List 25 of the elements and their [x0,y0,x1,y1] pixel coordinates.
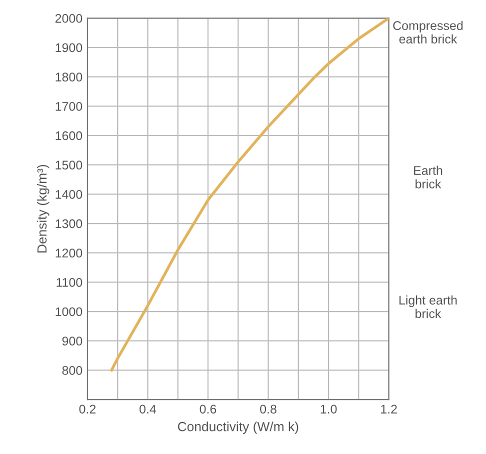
x-axis-title: Conductivity (W/m k) [178,422,298,434]
x-tick-label: 0.6 [200,404,216,414]
y-axis-title: Density (kg/m³) [36,164,50,252]
y-tick-label: 1600 [56,131,82,140]
x-tick-label: 1.2 [381,404,397,414]
line-series [110,18,389,372]
y-tick-label: 1400 [56,190,82,199]
y-tick-label: 1200 [56,248,82,258]
y-tick-label: 1100 [56,278,82,287]
y-tick-label: 800 [62,366,82,375]
x-tick-label: 0.8 [260,404,276,414]
text: Light earth brick [399,295,457,318]
y-tick-label: 2000 [55,14,82,23]
y-tick-label: 1300 [56,219,82,228]
x-tick-label: 0.4 [140,404,156,414]
y-tick-label: 1700 [56,102,82,111]
y-tick-label: 900 [62,336,82,346]
text: 1.0 [320,404,337,414]
text: Compressed earth brick [393,20,463,44]
y-tick-label: 1500 [56,160,82,170]
y-tick-label: 1000 [56,307,82,316]
y-tick-label: 1800 [56,72,82,82]
text: Earth brick [414,166,442,188]
y-tick-label: 1900 [56,43,82,52]
x-tick-label: 0.2 [79,404,96,414]
